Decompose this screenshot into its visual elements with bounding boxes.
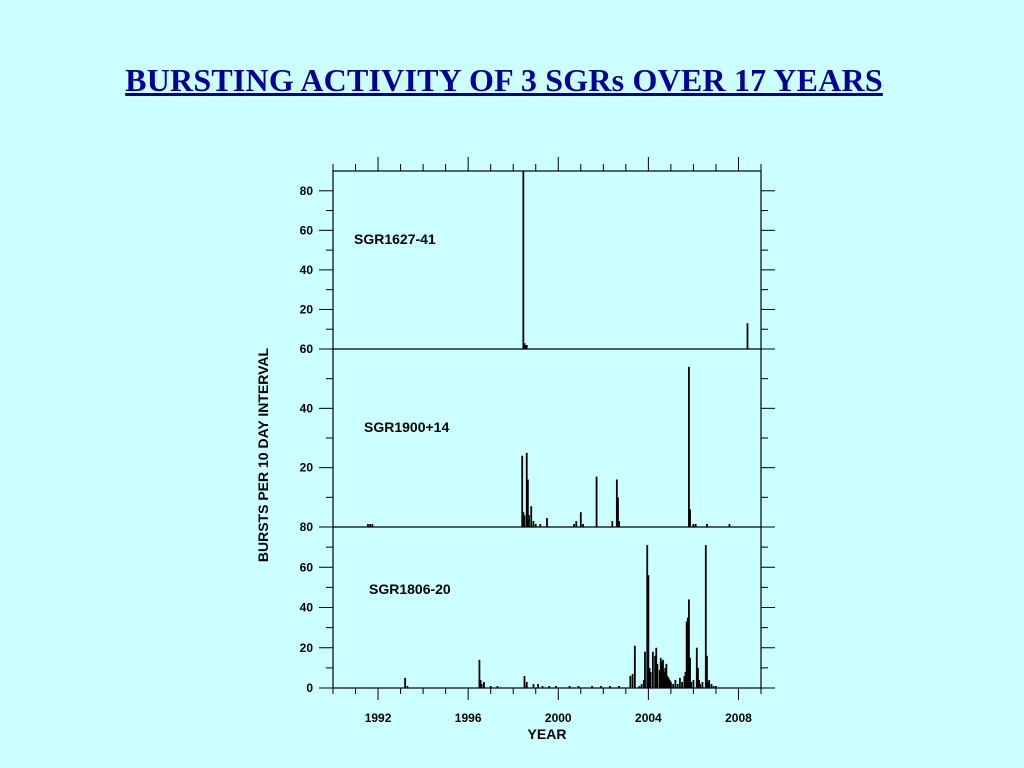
y-tick-label: 40 [300, 401, 314, 415]
plot-frame [332, 170, 762, 689]
slide-title: BURSTING ACTIVITY OF 3 SGRs OVER 17 YEAR… [125, 62, 883, 98]
y-tick-label: 60 [300, 560, 314, 574]
y-tick-label: 20 [300, 641, 314, 655]
x-tick-label: 2008 [725, 711, 752, 725]
x-tick-label: 2004 [635, 711, 662, 725]
y-tick-label: 60 [300, 342, 314, 356]
y-tick-label: 60 [300, 223, 314, 237]
x-tick-label: 1996 [455, 711, 482, 725]
panel-label: SGR1900+14 [364, 419, 449, 435]
y-tick-label: 40 [300, 601, 314, 615]
panel-label: SGR1627-41 [354, 231, 436, 247]
y-tick-label: 40 [300, 263, 314, 277]
x-tick-label: 1992 [365, 711, 392, 725]
y-tick-label: 0 [306, 681, 313, 695]
y-axis-label: BURSTS PER 10 DAY INTERVAL [255, 347, 271, 562]
x-axis-label: YEAR [528, 726, 567, 742]
x-tick-label: 2000 [545, 711, 572, 725]
panel-label: SGR1806-20 [369, 581, 451, 597]
y-tick-label: 20 [300, 461, 314, 475]
y-tick-label: 80 [300, 520, 314, 534]
y-tick-label: 20 [300, 302, 314, 316]
chart-marks: 1992 1996 2000 2004 2008 20 40 60 80 SGR1627-41 20… [300, 157, 775, 725]
y-tick-label: 80 [300, 184, 314, 198]
